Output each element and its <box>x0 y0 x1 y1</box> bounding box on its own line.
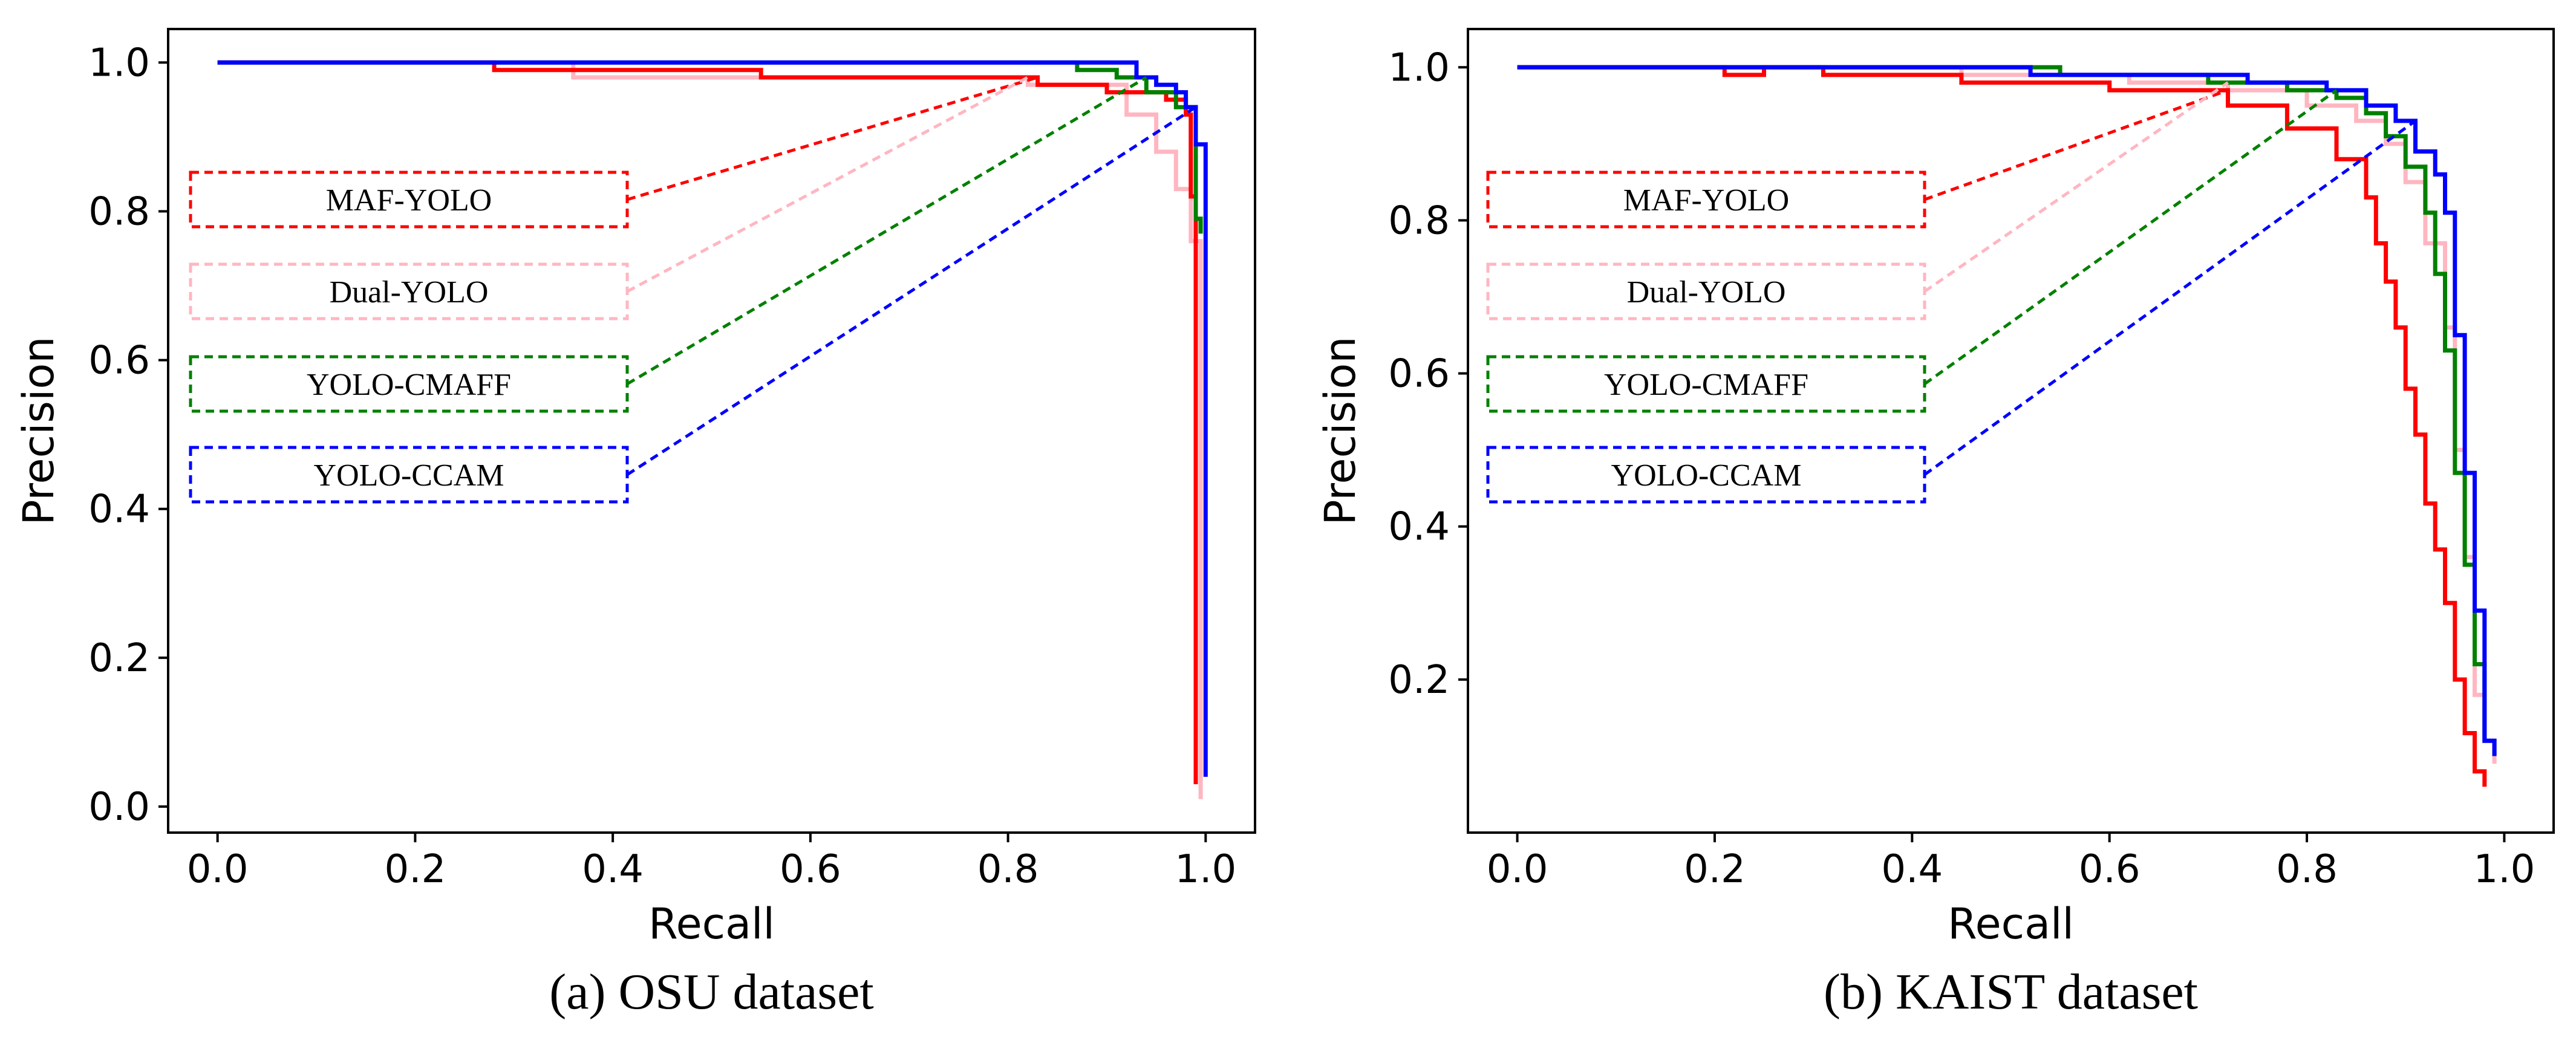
legend-label-maf-yolo: MAF-YOLO <box>326 183 492 218</box>
legend-leader-maf-yolo <box>1924 88 2229 201</box>
panel-osu: 0.0 0.2 0.4 0.6 0.8 1.0 0.0 0.2 0.4 0.6 0.8 1.0 Reca… <box>14 28 1256 1020</box>
series-maf-yolo-line <box>1517 65 2487 787</box>
x-tick-label: 0.0 <box>187 847 249 892</box>
legend-label-dual-yolo: Dual-YOLO <box>1627 275 1786 310</box>
y-axis-label: Precision <box>14 336 64 525</box>
y-tick-label: 0.4 <box>1388 505 1450 550</box>
y-tick-label: 0.6 <box>1388 352 1450 397</box>
x-tick-label: 0.6 <box>2079 847 2141 892</box>
legend-label-yolo-cmaff: YOLO-CMAFF <box>307 368 511 402</box>
plot-frame <box>167 28 1256 834</box>
y-tick-label: 0.6 <box>88 339 150 383</box>
x-tick-label: 0.2 <box>385 847 446 892</box>
series-yolo-ccam-line <box>217 60 1208 777</box>
panel-caption: (a) OSU dataset <box>549 964 873 1020</box>
series-yolo-ccam-line <box>1517 65 2497 756</box>
x-tick-label: 0.8 <box>977 847 1039 892</box>
y-tick-label: 0.8 <box>88 189 150 234</box>
x-tick-label: 0.6 <box>780 847 841 892</box>
panel-kaist: 0.0 0.2 0.4 0.6 0.8 1.0 0.2 0.4 0.6 0.8 1.0 Recall P… <box>1316 28 2555 1020</box>
x-tick-label: 0.0 <box>1487 847 1548 892</box>
x-tick-label: 1.0 <box>2474 847 2535 892</box>
legend-leader-maf-yolo <box>627 76 1039 201</box>
panel-caption: (b) KAIST dataset <box>1824 964 2198 1020</box>
series-yolo-cmaff-line <box>217 60 1203 234</box>
y-axis-label: Precision <box>1316 336 1365 525</box>
legend-label-dual-yolo: Dual-YOLO <box>330 275 489 310</box>
y-tick-label: 0.2 <box>88 636 150 681</box>
legend-leader-yolo-ccam <box>626 106 1197 476</box>
x-tick-label: 0.4 <box>1881 847 1943 892</box>
x-axis-label: Recall <box>648 899 775 949</box>
plot-frame <box>1467 28 2555 834</box>
legend-label-yolo-ccam: YOLO-CCAM <box>1611 458 1802 493</box>
legend-label-yolo-ccam: YOLO-CCAM <box>314 458 504 493</box>
x-tick-label: 1.0 <box>1175 847 1236 892</box>
legend-label-maf-yolo: MAF-YOLO <box>1623 183 1789 218</box>
y-tick-label: 0.4 <box>88 487 150 532</box>
x-tick-label: 0.2 <box>1684 847 1746 892</box>
legend-leader-yolo-ccam <box>1923 119 2417 476</box>
legend-leader-yolo-cmaff <box>1923 89 2338 386</box>
y-tick-label: 0.0 <box>88 785 150 830</box>
y-tick-label: 0.2 <box>1388 658 1450 703</box>
y-tick-label: 1.0 <box>88 41 150 85</box>
series-dual-yolo-line <box>217 60 1203 799</box>
legend-leader-dual-yolo <box>1923 81 2229 293</box>
legend-label-yolo-cmaff: YOLO-CMAFF <box>1604 368 1808 402</box>
x-tick-label: 0.8 <box>2276 847 2338 892</box>
x-tick-label: 0.4 <box>582 847 644 892</box>
x-axis-label: Recall <box>1948 899 2074 949</box>
legend-leader-dual-yolo <box>626 76 1029 293</box>
y-tick-label: 1.0 <box>1388 45 1450 90</box>
series-maf-yolo-line <box>217 60 1198 784</box>
y-tick-label: 0.8 <box>1388 198 1450 243</box>
legend-leader-yolo-cmaff <box>626 76 1147 386</box>
